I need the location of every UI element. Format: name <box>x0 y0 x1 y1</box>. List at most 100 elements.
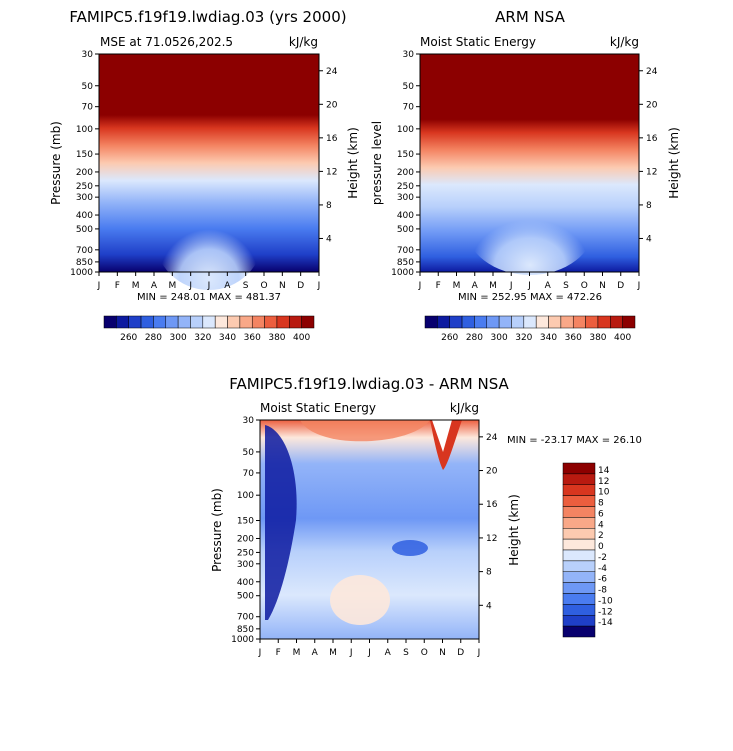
colorbar-swatch <box>153 315 167 329</box>
colorbar-swatch <box>227 315 241 329</box>
panel-diff-nov-notch <box>432 420 452 452</box>
pressure-tick-label: 700 <box>237 613 254 623</box>
pressure-tick-label: 500 <box>237 592 254 602</box>
colorbar-swatch <box>548 315 562 329</box>
colorbar-label: 380 <box>589 333 606 343</box>
pressure-tick-label: 200 <box>237 534 254 544</box>
month-tick-label: J <box>188 281 192 291</box>
height-tick-label: 20 <box>646 100 658 110</box>
panel-diff-title: FAMIPC5.f19f19.lwdiag.03 - ARM NSA <box>229 375 509 393</box>
month-tick-label: F <box>436 281 441 291</box>
height-tick-label: 16 <box>646 134 658 144</box>
pressure-tick-label: 100 <box>237 491 254 501</box>
pressure-tick-label: 70 <box>243 469 255 479</box>
month-tick-label: M <box>132 281 140 291</box>
colorbar-swatch <box>562 549 596 562</box>
colorbar-swatch <box>535 315 549 329</box>
pressure-tick-label: 50 <box>403 82 415 92</box>
pressure-tick-label: 250 <box>237 548 254 558</box>
colorbar-label: 400 <box>614 333 631 343</box>
pressure-tick-label: 70 <box>403 103 415 113</box>
pressure-tick-label: 150 <box>397 150 414 160</box>
colorbar-swatch <box>562 495 596 507</box>
colorbar-label: -10 <box>598 596 613 606</box>
colorbar-swatch <box>585 315 599 329</box>
colorbar-label: 360 <box>244 333 261 343</box>
pressure-tick-label: 300 <box>76 193 93 203</box>
panel-model-y2label: Height (km) <box>346 127 360 198</box>
pressure-tick-label: 200 <box>76 168 93 178</box>
month-tick-label: M <box>453 281 461 291</box>
colorbar-swatch <box>474 315 488 329</box>
colorbar-label: 400 <box>293 333 310 343</box>
colorbar-swatch <box>597 315 611 329</box>
panel-diff: FAMIPC5.f19f19.lwdiag.03 - ARM NSA Moist… <box>210 375 642 658</box>
panel-diff-y2label: Height (km) <box>507 494 521 565</box>
colorbar-label: 14 <box>598 466 610 476</box>
colorbar-swatch <box>562 462 596 475</box>
height-tick-label: 4 <box>646 234 652 244</box>
panel-model-location-label: MSE at 71.0526,202.5 <box>100 35 233 49</box>
pressure-tick-label: 70 <box>82 103 94 113</box>
month-tick-label: J <box>509 281 513 291</box>
colorbar-label: 2 <box>598 531 604 541</box>
pressure-tick-label: 30 <box>403 50 415 60</box>
panel-obs-units-label: kJ/kg <box>610 35 639 49</box>
month-tick-label: D <box>297 281 304 291</box>
colorbar-swatch <box>165 315 179 329</box>
height-tick-label: 24 <box>326 67 338 77</box>
month-tick-label: M <box>293 648 301 658</box>
month-tick-label: O <box>581 281 588 291</box>
month-tick-label: J <box>418 281 422 291</box>
month-tick-label: A <box>385 648 392 658</box>
colorbar-swatch <box>572 315 586 329</box>
colorbar-label: 8 <box>598 499 604 509</box>
colorbar-label: 280 <box>145 333 162 343</box>
month-tick-label: J <box>317 281 321 291</box>
panel-obs-ylabel: pressure level <box>370 121 384 205</box>
colorbar-label: -14 <box>598 618 613 628</box>
colorbar-swatch <box>177 315 191 329</box>
colorbar-swatch <box>486 315 500 329</box>
pressure-tick-label: 50 <box>82 82 94 92</box>
colorbar-swatch <box>289 315 302 329</box>
colorbar-label: -6 <box>598 575 607 585</box>
month-tick-label: J <box>258 648 262 658</box>
height-tick-label: 8 <box>486 568 492 578</box>
pressure-tick-label: 500 <box>397 225 414 235</box>
height-tick-label: 8 <box>326 201 332 211</box>
height-tick-label: 20 <box>486 467 498 477</box>
month-tick-label: A <box>151 281 158 291</box>
height-tick-label: 4 <box>486 601 492 611</box>
panel-diff-winter-negative <box>265 425 297 620</box>
colorbar-swatch <box>562 473 596 485</box>
pressure-tick-label: 850 <box>76 258 93 268</box>
colorbar-label: 340 <box>540 333 557 343</box>
panel-model-minmax: MIN = 248.01 MAX = 481.37 <box>137 292 281 303</box>
panel-obs-variable-label: Moist Static Energy <box>420 35 536 49</box>
colorbar-swatch <box>523 315 537 329</box>
pressure-tick-label: 400 <box>397 211 414 221</box>
panel-diff-height-ticks: 24 20 16 12 8 4 <box>479 433 498 611</box>
panel-diff-upper-positive <box>300 420 430 442</box>
colorbar-label: 320 <box>194 333 211 343</box>
month-tick-label: O <box>260 281 267 291</box>
colorbar-label: 360 <box>565 333 582 343</box>
panel-obs-minmax: MIN = 252.95 MAX = 472.26 <box>458 292 602 303</box>
colorbar-swatch <box>437 315 450 329</box>
colorbar-swatch <box>449 315 463 329</box>
pressure-tick-label: 500 <box>76 225 93 235</box>
panel-model-summer-anomaly <box>154 180 264 290</box>
month-tick-label: A <box>312 648 319 658</box>
colorbar-label: 0 <box>598 542 604 552</box>
panel-model-title: FAMIPC5.f19f19.lwdiag.03 (yrs 2000) <box>69 8 346 26</box>
colorbar-swatch <box>264 315 278 329</box>
colorbar-label: -2 <box>598 553 607 563</box>
colorbar-swatch <box>461 315 475 329</box>
